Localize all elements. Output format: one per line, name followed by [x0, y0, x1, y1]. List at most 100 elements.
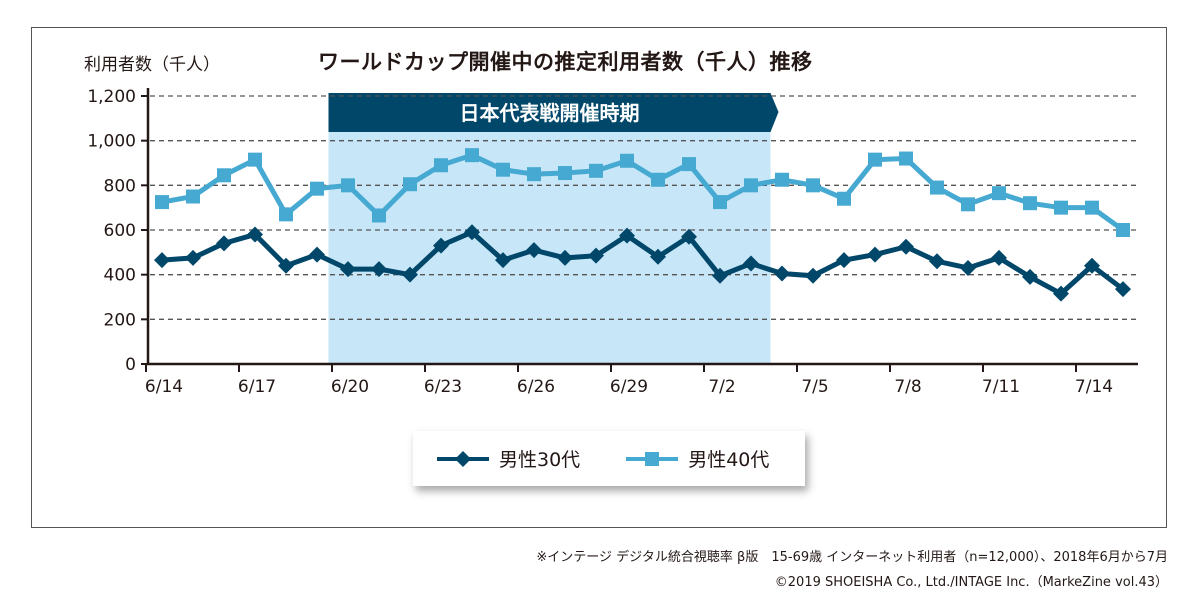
data-point-square	[775, 172, 789, 187]
legend-item-30s: 男性30代	[435, 445, 580, 472]
data-point-square	[899, 151, 913, 166]
data-point-square	[217, 168, 231, 183]
y-tick-label: 1,000	[87, 132, 136, 152]
x-tick-label: 7/14	[1075, 377, 1113, 397]
data-point-square	[496, 162, 510, 177]
highlight-banner-label: 日本代表戦開催時期	[460, 101, 640, 125]
data-point-diamond	[898, 238, 914, 255]
data-point-diamond	[1022, 268, 1038, 285]
data-point-diamond	[402, 266, 418, 283]
x-tick-label: 6/29	[610, 377, 648, 397]
data-point-diamond	[991, 249, 1007, 266]
data-point-diamond	[960, 259, 976, 276]
data-point-square	[558, 166, 572, 181]
data-point-diamond	[247, 226, 263, 243]
data-point-diamond	[929, 253, 945, 270]
data-point-diamond	[526, 242, 542, 259]
data-point-square	[868, 152, 882, 167]
data-point-diamond	[1115, 281, 1131, 298]
data-point-square	[279, 207, 293, 222]
data-point-diamond	[371, 261, 387, 278]
chart-title: ワールドカップ開催中の推定利用者数（千人）推移	[318, 50, 813, 74]
data-point-diamond	[743, 255, 759, 272]
data-point-square	[930, 180, 944, 195]
y-tick-label: 0	[125, 355, 136, 375]
data-point-diamond	[774, 265, 790, 282]
axis-layer: 0 200 400 600 800 1,000 1,200 6/14 6/17 6/20 6/23 6…	[87, 87, 1138, 397]
x-tick-label: 6/17	[238, 377, 276, 397]
data-point-diamond	[216, 235, 232, 252]
data-point-diamond	[464, 224, 480, 241]
series-30s	[154, 224, 1131, 302]
data-point-square	[682, 157, 696, 172]
legend: 男性30代 男性40代	[413, 431, 805, 486]
data-point-diamond	[340, 261, 356, 278]
data-point-square	[1116, 223, 1130, 237]
series-layer	[154, 148, 1131, 302]
x-tick-label: 6/26	[517, 377, 555, 397]
data-point-square	[961, 197, 975, 212]
data-point-diamond	[836, 252, 852, 269]
data-point-square	[589, 163, 603, 178]
data-point-diamond	[278, 257, 294, 274]
data-point-square	[434, 158, 448, 173]
diamond-marker-icon	[437, 450, 489, 467]
data-point-diamond	[1053, 285, 1069, 302]
data-point-diamond	[433, 237, 449, 254]
data-point-diamond	[712, 267, 728, 284]
data-point-diamond	[185, 249, 201, 266]
y-tick-label: 200	[104, 310, 136, 330]
data-point-diamond	[588, 247, 604, 264]
highlight-banner	[328, 93, 779, 132]
data-point-square	[527, 167, 541, 182]
x-tick-label: 7/11	[982, 377, 1020, 397]
y-tick-label: 800	[104, 176, 136, 196]
data-point-square	[186, 189, 200, 204]
chart-frame	[31, 27, 1167, 528]
source-note: ※インテージ デジタル統合視聴率 β版 15-69歳 インターネット利用者（n=…	[536, 550, 1168, 565]
data-point-square	[155, 195, 169, 210]
data-point-diamond	[867, 246, 883, 263]
x-tick-label: 6/14	[145, 377, 183, 397]
y-tick-label: 600	[104, 221, 136, 241]
x-tick-label: 7/5	[801, 377, 828, 397]
series-40s	[155, 148, 1130, 237]
data-point-square	[465, 148, 479, 163]
y-axis-title: 利用者数（千人）	[84, 55, 220, 75]
data-point-diamond	[619, 227, 635, 244]
data-point-square	[713, 195, 727, 210]
x-tick-label: 7/8	[894, 377, 921, 397]
data-point-diamond	[681, 228, 697, 245]
data-point-square	[992, 186, 1006, 201]
y-tick-label: 400	[104, 266, 136, 286]
copyright-note: ©2019 SHOEISHA Co., Ltd./INTAGE Inc.（Mar…	[774, 575, 1168, 590]
data-point-square	[1054, 200, 1068, 215]
legend-item-40s: 男性40代	[624, 445, 769, 472]
data-point-diamond	[805, 267, 821, 284]
y-tick-label: 1,200	[87, 87, 136, 107]
legend-label-30s: 男性30代	[499, 449, 581, 471]
highlight-band	[328, 132, 771, 364]
data-point-diamond	[1084, 257, 1100, 274]
x-tick-label: 6/23	[424, 377, 462, 397]
data-point-diamond	[495, 252, 511, 269]
data-point-diamond	[650, 248, 666, 265]
data-point-diamond	[309, 246, 325, 263]
legend-label-40s: 男性40代	[688, 449, 770, 471]
data-point-square	[837, 191, 851, 206]
data-point-square	[341, 178, 355, 193]
data-point-square	[806, 178, 820, 193]
data-point-square	[310, 181, 324, 196]
data-point-square	[651, 172, 665, 187]
x-tick-label: 6/20	[331, 377, 369, 397]
x-tick-label: 7/2	[708, 377, 735, 397]
data-point-square	[403, 177, 417, 192]
data-point-square	[744, 178, 758, 193]
data-point-square	[372, 208, 386, 223]
data-point-diamond	[154, 252, 170, 269]
data-point-square	[1085, 200, 1099, 215]
data-point-square	[620, 153, 634, 168]
data-point-square	[1023, 196, 1037, 211]
data-point-square	[248, 152, 262, 167]
